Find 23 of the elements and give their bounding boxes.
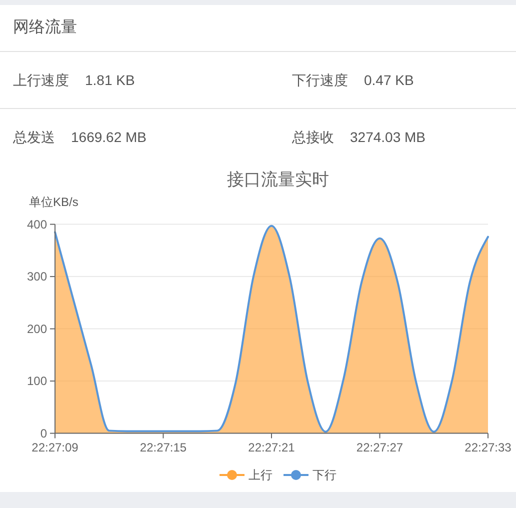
- x-tick-label: 22:27:27: [356, 440, 404, 454]
- x-tick-label: 22:27:21: [248, 440, 296, 454]
- y-tick-label: 0: [40, 426, 48, 440]
- text: 1669.62 MB: [71, 128, 146, 144]
- y-tick-label: 200: [26, 322, 48, 336]
- text: 3274.03 MB: [350, 128, 426, 144]
- y-tick-label: 100: [26, 374, 48, 388]
- y-axis-title: 单位KB/s: [29, 195, 78, 209]
- text: 总发送: [13, 128, 55, 144]
- text: 网络流量: [13, 18, 77, 38]
- x-tick-label: 22:27:15: [140, 440, 187, 454]
- legend-label: 下行: [312, 468, 336, 482]
- legend-label: 上行: [248, 468, 272, 482]
- y-tick-label: 300: [26, 270, 48, 284]
- x-tick-label: 22:27:09: [32, 440, 79, 454]
- text: 总接收: [292, 128, 334, 144]
- text: 下行速度: [292, 72, 348, 88]
- text: 上行速度: [13, 72, 69, 88]
- x-tick-label: 22:27:33: [464, 440, 512, 454]
- y-tick-label: 400: [26, 217, 48, 232]
- text: 1.81 KB: [85, 72, 135, 88]
- chart-title: 接口流量实时: [227, 170, 329, 188]
- text: 0.47 KB: [364, 72, 414, 88]
